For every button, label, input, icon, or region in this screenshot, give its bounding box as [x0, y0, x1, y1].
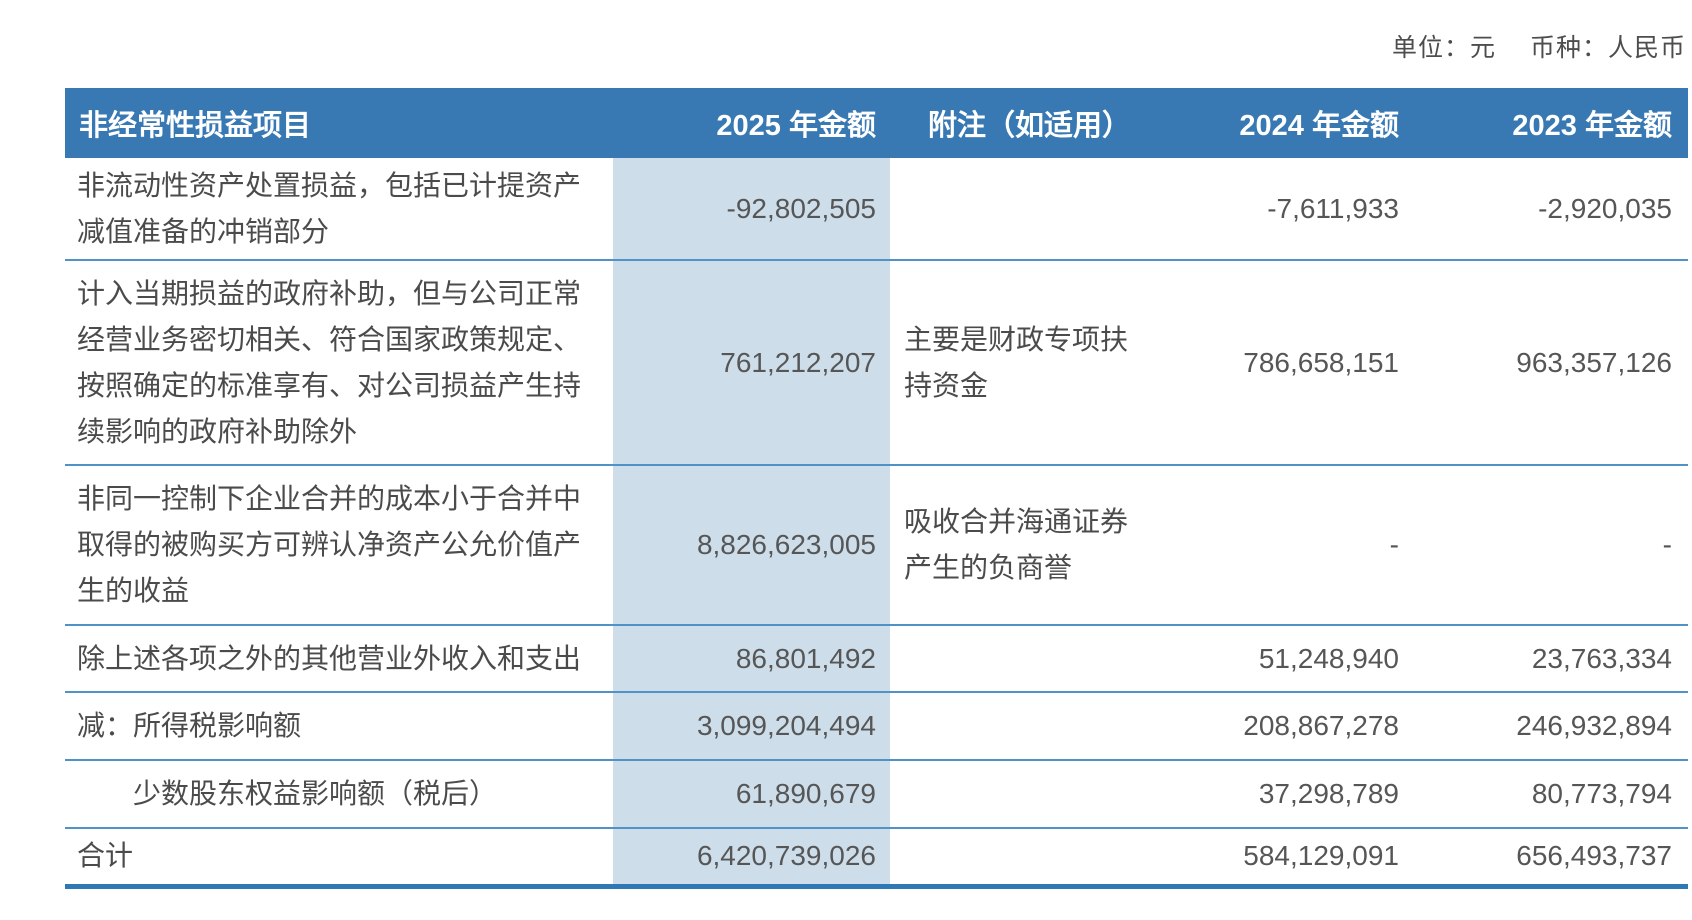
table-row: 非同一控制下企业合并的成本小于合并中取得的被购买方可辨认净资产公允价值产生的收益… — [65, 465, 1688, 626]
table-body: 非流动性资产处置损益，包括已计提资产减值准备的冲销部分 -92,802,505 … — [65, 158, 1688, 889]
col-header-item: 非经常性损益项目 — [65, 88, 613, 158]
amount-2025-cell: 86,801,492 — [613, 625, 890, 693]
amount-2024-cell: 208,867,278 — [1142, 692, 1411, 761]
table-row: 计入当期损益的政府补助，但与公司正常经营业务密切相关、符合国家政策规定、按照确定… — [65, 260, 1688, 466]
note-cell: 吸收合并海通证券产生的负商誉 — [890, 465, 1142, 626]
header-row: 非经常性损益项目 2025 年金额 附注（如适用） 2024 年金额 2023 … — [65, 88, 1688, 158]
amount-2025-cell: 61,890,679 — [613, 760, 890, 829]
unit-currency-line: 单位：元 币种：人民币 — [1392, 28, 1686, 64]
note-cell — [890, 158, 1142, 261]
item-label-cell: 非流动性资产处置损益，包括已计提资产减值准备的冲销部分 — [65, 158, 613, 261]
amount-2024-cell: 51,248,940 — [1142, 625, 1411, 693]
currency-label: 币种：人民币 — [1529, 34, 1686, 62]
col-header-2025-amount: 2025 年金额 — [613, 88, 890, 158]
note-cell — [890, 625, 1142, 693]
note-cell — [890, 692, 1142, 761]
table-row: 除上述各项之外的其他营业外收入和支出 86,801,492 51,248,940… — [65, 625, 1688, 693]
amount-2023-cell: - — [1411, 465, 1688, 626]
item-label-cell: 合计 — [65, 828, 613, 889]
amount-2023-cell: 246,932,894 — [1411, 692, 1688, 761]
col-header-note: 附注（如适用） — [890, 88, 1142, 158]
table-row: 非流动性资产处置损益，包括已计提资产减值准备的冲销部分 -92,802,505 … — [65, 158, 1688, 261]
item-label-cell: 非同一控制下企业合并的成本小于合并中取得的被购买方可辨认净资产公允价值产生的收益 — [65, 465, 613, 626]
amount-2024-cell: 786,658,151 — [1142, 260, 1411, 466]
amount-2023-cell: 963,357,126 — [1411, 260, 1688, 466]
amount-2023-cell: -2,920,035 — [1411, 158, 1688, 261]
col-header-2023-amount: 2023 年金额 — [1411, 88, 1688, 158]
col-header-2024-amount: 2024 年金额 — [1142, 88, 1411, 158]
table-row: 合计 6,420,739,026 584,129,091 656,493,737 — [65, 828, 1688, 889]
unit-label: 单位：元 — [1392, 34, 1497, 62]
amount-2025-cell: 8,826,623,005 — [613, 465, 890, 626]
note-cell — [890, 760, 1142, 829]
amount-2024-cell: -7,611,933 — [1142, 158, 1411, 261]
amount-2025-cell: 6,420,739,026 — [613, 828, 890, 889]
amount-2023-cell: 656,493,737 — [1411, 828, 1688, 889]
table-row: 少数股东权益影响额（税后） 61,890,679 37,298,789 80,7… — [65, 760, 1688, 829]
note-cell: 主要是财政专项扶持资金 — [890, 260, 1142, 466]
amount-2024-cell: 37,298,789 — [1142, 760, 1411, 829]
item-label-cell: 减：所得税影响额 — [65, 692, 613, 761]
item-label-cell: 计入当期损益的政府补助，但与公司正常经营业务密切相关、符合国家政策规定、按照确定… — [65, 260, 613, 466]
amount-2025-cell: 761,212,207 — [613, 260, 890, 466]
amount-2025-cell: 3,099,204,494 — [613, 692, 890, 761]
amount-2024-cell: - — [1142, 465, 1411, 626]
table-row: 减：所得税影响额 3,099,204,494 208,867,278 246,9… — [65, 692, 1688, 761]
item-label-cell: 少数股东权益影响额（税后） — [65, 760, 613, 829]
note-cell — [890, 828, 1142, 889]
amount-2025-cell: -92,802,505 — [613, 158, 890, 261]
amount-2023-cell: 80,773,794 — [1411, 760, 1688, 829]
amount-2024-cell: 584,129,091 — [1142, 828, 1411, 889]
amount-2023-cell: 23,763,334 — [1411, 625, 1688, 693]
non-recurring-items-table: 非经常性损益项目 2025 年金额 附注（如适用） 2024 年金额 2023 … — [65, 88, 1688, 889]
item-label-cell: 除上述各项之外的其他营业外收入和支出 — [65, 625, 613, 693]
